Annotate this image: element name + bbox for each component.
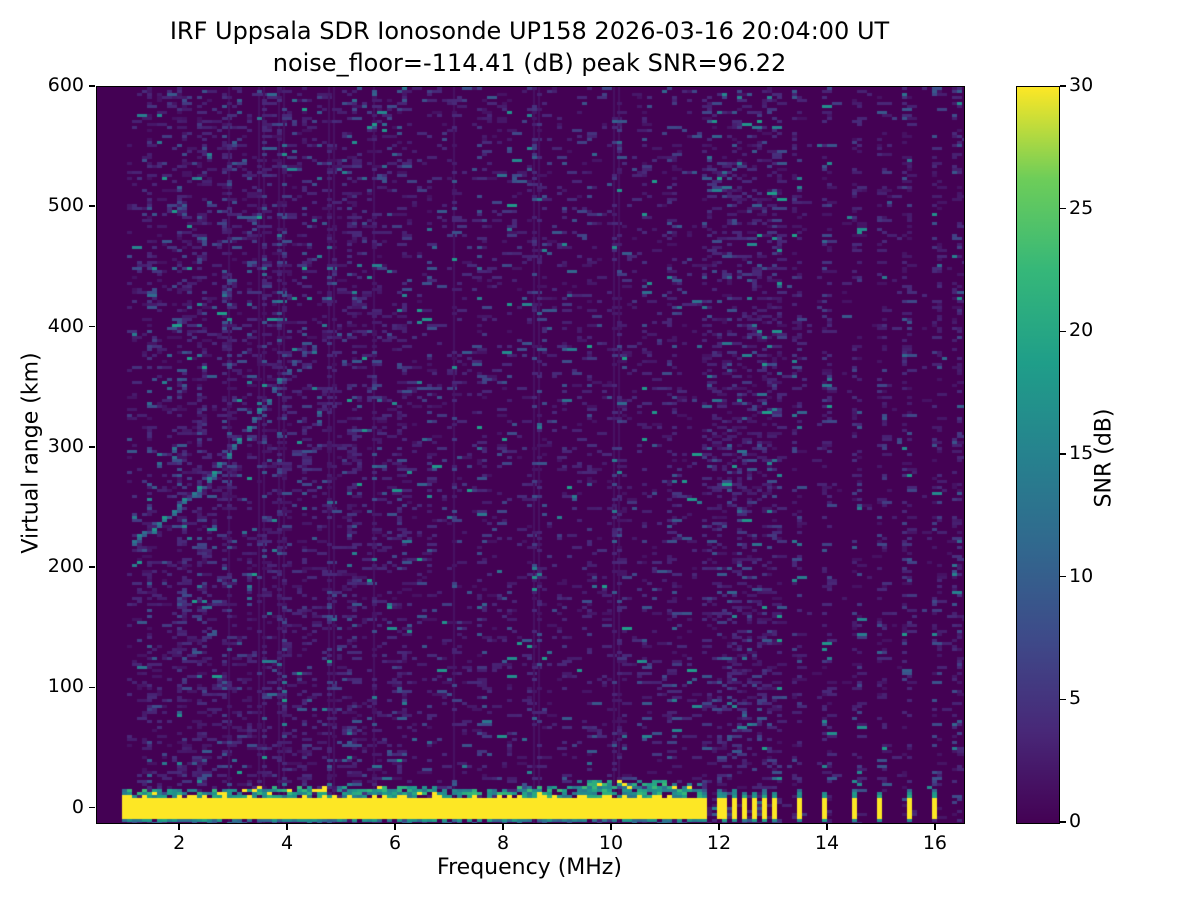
y-tick-mark — [89, 325, 95, 328]
x-tick-mark — [178, 824, 180, 830]
colorbar-tick-mark — [1060, 821, 1066, 823]
colorbar — [1016, 86, 1060, 824]
y-tick-mark — [89, 806, 95, 809]
y-tick-label: 600 — [47, 74, 84, 96]
colorbar-tick-label: 15 — [1069, 442, 1094, 464]
colorbar-tick-label: 20 — [1069, 319, 1094, 342]
colorbar-tick-label: 5 — [1069, 687, 1082, 710]
colorbar-tick-mark — [1060, 698, 1066, 701]
x-tick-label: 2 — [173, 832, 186, 854]
colorbar-tick-label: 10 — [1069, 564, 1094, 587]
x-tick-label: 12 — [706, 832, 732, 854]
colorbar-tick-label: 30 — [1069, 74, 1094, 96]
y-tick-mark — [89, 686, 95, 689]
colorbar-tick-mark — [1060, 85, 1066, 87]
y-tick-mark — [89, 445, 95, 448]
x-tick-mark — [286, 824, 288, 830]
x-tick-mark — [718, 824, 720, 830]
colorbar-tick-label: 25 — [1069, 196, 1094, 219]
colorbar-tick-mark — [1060, 453, 1066, 455]
colorbar-tick-mark — [1060, 575, 1066, 578]
x-tick-mark — [610, 824, 612, 830]
colorbar-tick-mark — [1060, 207, 1066, 210]
x-tick-mark — [394, 824, 396, 830]
y-tick-label: 0 — [71, 795, 84, 818]
y-tick-label: 500 — [47, 194, 84, 217]
x-tick-label: 6 — [389, 832, 402, 854]
y-tick-label: 200 — [47, 555, 84, 578]
x-tick-label: 10 — [598, 832, 624, 854]
plot-area — [96, 86, 965, 824]
y-tick-mark — [89, 85, 95, 87]
x-tick-label: 4 — [281, 832, 294, 854]
y-tick-label: 400 — [47, 314, 84, 337]
y-tick-label: 300 — [47, 434, 84, 457]
y-axis-label: Virtual range (km) — [18, 352, 44, 554]
plot-subtitle: noise_floor=-114.41 (dB) peak SNR=96.22 — [272, 49, 787, 77]
y-tick-label: 100 — [47, 675, 84, 698]
x-tick-label: 8 — [497, 832, 510, 854]
colorbar-tick-mark — [1060, 330, 1066, 333]
plot-title: IRF Uppsala SDR Ionosonde UP158 2026-03-… — [169, 17, 890, 45]
x-tick-label: 14 — [814, 832, 840, 854]
ionogram-heatmap — [97, 87, 964, 823]
x-tick-mark — [934, 824, 936, 830]
x-axis-label: Frequency (MHz) — [437, 855, 622, 880]
x-tick-mark — [502, 824, 504, 830]
colorbar-tick-label: 0 — [1069, 810, 1082, 832]
x-tick-mark — [826, 824, 828, 830]
colorbar-label: SNR (dB) — [1091, 408, 1117, 508]
y-tick-mark — [89, 566, 95, 568]
y-tick-mark — [89, 205, 95, 208]
x-tick-label: 16 — [922, 832, 948, 854]
